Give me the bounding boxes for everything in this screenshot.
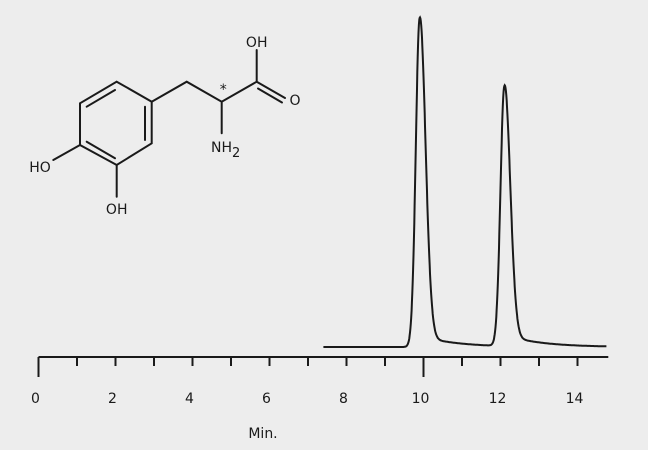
x-tick-label: 6 xyxy=(262,391,271,407)
amine-nh: NH xyxy=(211,140,232,156)
carbonyl-double-bond xyxy=(257,87,283,104)
acid-oh-label: OH xyxy=(246,35,268,51)
x-tick-label: 2 xyxy=(108,391,117,407)
x-tick-labels: 0 2 4 6 8 10 12 14 xyxy=(31,391,583,407)
x-tick-label: 14 xyxy=(566,391,584,407)
amine-subscript: 2 xyxy=(232,146,240,161)
carbonyl-o-label: O xyxy=(289,93,300,109)
chiral-center-mark: * xyxy=(220,82,227,98)
oh-bottom-label: OH xyxy=(106,202,128,218)
x-axis-label: Min. xyxy=(248,426,277,442)
levodopa-structure: OH O NH2 * HO OH xyxy=(29,35,300,218)
ring-double-bonds xyxy=(85,89,146,160)
x-tick-label: 0 xyxy=(31,391,40,407)
x-tick-label: 4 xyxy=(185,391,194,407)
x-axis xyxy=(37,356,609,377)
x-tick-label: 12 xyxy=(489,391,507,407)
amine-label: NH2 xyxy=(211,140,240,161)
x-tick-label: 8 xyxy=(339,391,348,407)
ho-left-label: HO xyxy=(29,160,51,176)
x-tick-label: 10 xyxy=(412,391,430,407)
ring-bonds xyxy=(79,80,153,167)
chromatogram-trace xyxy=(323,15,607,348)
side-chain-bonds xyxy=(52,49,286,198)
